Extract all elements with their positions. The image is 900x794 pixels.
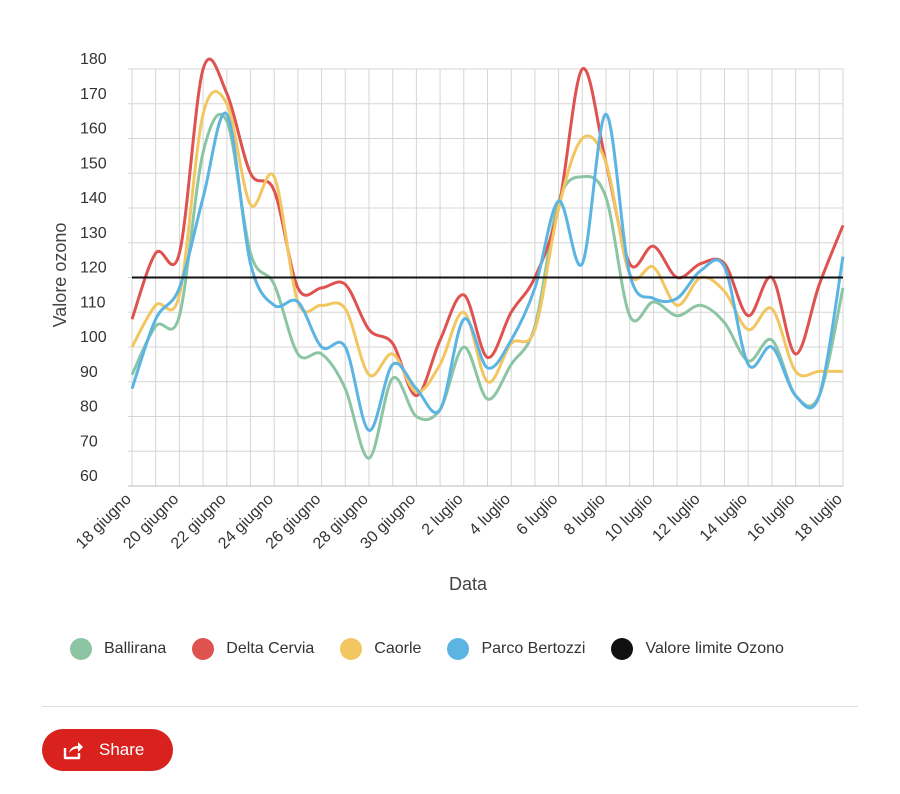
share-button[interactable]: Share xyxy=(42,729,173,771)
y-tick-label: 120 xyxy=(80,260,107,277)
share-label: Share xyxy=(99,740,145,759)
y-tick-label: 140 xyxy=(80,190,107,207)
series-lines xyxy=(130,57,845,460)
legend-item-delta-cervia[interactable]: Delta Cervia xyxy=(192,638,314,660)
y-tick-label: 70 xyxy=(80,433,98,450)
chart-legend: Ballirana Delta Cervia Caorle Parco Bertozz… xyxy=(70,638,784,660)
y-tick-label: 180 xyxy=(80,51,107,68)
y-tick-label: 170 xyxy=(80,86,107,103)
y-tick-label: 90 xyxy=(80,364,98,381)
legend-item-parco-bertozzi[interactable]: Parco Bertozzi xyxy=(447,638,585,660)
legend-swatch xyxy=(340,638,363,660)
legend-swatch xyxy=(192,638,215,660)
share-icon xyxy=(63,742,83,760)
x-tick-label: 6 luglio xyxy=(514,491,562,539)
legend-item-valore-limite-ozono[interactable]: Valore limite Ozono xyxy=(611,638,784,660)
y-tick-label: 150 xyxy=(80,155,107,172)
legend-item-caorle[interactable]: Caorle xyxy=(340,638,421,660)
y-tick-label: 160 xyxy=(80,121,107,138)
legend-item-ballirana[interactable]: Ballirana xyxy=(70,638,166,660)
legend-swatch xyxy=(70,638,92,660)
series-line-parco-bertozzi xyxy=(130,111,845,432)
x-tick-label: 8 luglio xyxy=(561,491,609,539)
y-tick-label: 110 xyxy=(80,294,106,311)
series-line-caorle xyxy=(130,89,843,394)
ozone-line-chart: 60 70 80 90 100 110 120 130 140 150 160 170 180 18 g… xyxy=(50,51,846,594)
x-tick-label: 4 luglio xyxy=(466,491,514,539)
legend-swatch xyxy=(611,638,634,660)
legend-label: Delta Cervia xyxy=(226,640,315,657)
legend-swatch xyxy=(447,638,470,660)
y-tick-label: 60 xyxy=(80,468,98,485)
x-tick-label: 18 luglio xyxy=(792,491,846,545)
x-tick-label: 2 luglio xyxy=(419,491,467,539)
x-tick-label: 14 luglio xyxy=(697,491,751,545)
y-axis-ticks: 60 70 80 90 100 110 120 130 140 150 160 170 180 xyxy=(80,51,107,485)
legend-label: Parco Bertozzi xyxy=(481,640,586,657)
x-tick-label: 16 luglio xyxy=(744,491,798,545)
legend-label: Valore limite Ozono xyxy=(645,640,784,657)
legend-label: Caorle xyxy=(374,640,422,657)
x-axis-title: Data xyxy=(449,574,488,594)
x-tick-label: 12 luglio xyxy=(649,491,703,545)
divider xyxy=(42,706,858,707)
y-tick-label: 130 xyxy=(80,225,107,242)
x-tick-label: 10 luglio xyxy=(602,491,656,545)
y-tick-label: 100 xyxy=(80,329,107,346)
legend-label: Ballirana xyxy=(104,640,167,657)
y-axis-title: Valore ozono xyxy=(50,223,70,328)
y-tick-label: 80 xyxy=(80,399,98,416)
